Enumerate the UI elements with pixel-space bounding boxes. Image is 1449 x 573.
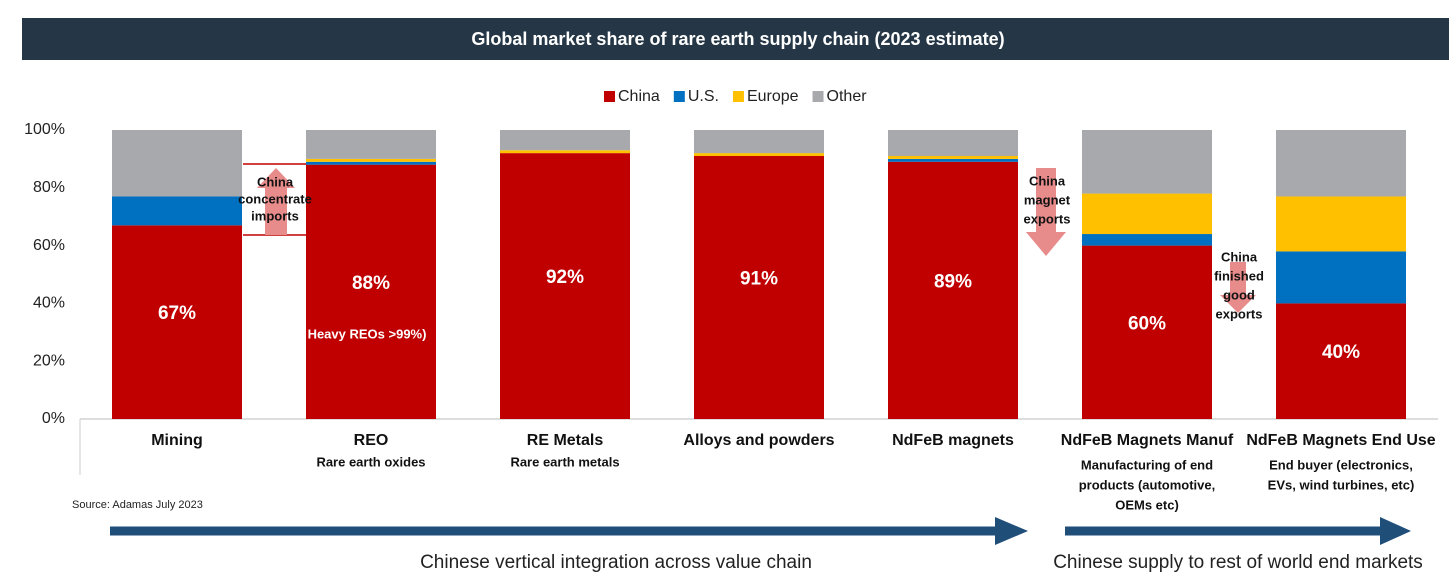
bar-segment [1276,130,1406,197]
bar-segment [1276,303,1406,419]
annotation: exports [1024,211,1071,226]
annotation: finished [1214,268,1264,283]
x-tick-label: NdFeB Magnets End Use [1246,432,1435,449]
annotation: good [1223,287,1255,302]
bar-segment [112,130,242,197]
x-tick-label: NdFeB magnets [892,432,1014,449]
bar-segment [1082,245,1212,419]
data-label: 92% [546,267,584,288]
y-tick-label: 80% [33,179,65,196]
y-tick-label: 60% [33,237,65,254]
category-sublabel: products (automotive, [1079,477,1216,492]
arrow-down [1220,262,1256,313]
annotation: China [257,174,294,189]
data-label: 40% [1322,342,1360,363]
data-label: 88% [352,273,390,294]
legend-label: Europe [747,88,799,105]
category-sublabel: Manufacturing of end [1081,457,1213,472]
category-sublabel: EVs, wind turbines, etc) [1268,477,1415,492]
footer-text: Chinese vertical integration across valu… [420,552,812,573]
x-tick-label: Mining [151,432,203,449]
source: Source: Adamas July 2023 [72,499,203,511]
annotation: Heavy REOs >99%) [308,326,427,341]
data-label: 91% [740,269,778,290]
bar-segment [1082,193,1212,235]
x-tick-label: RE Metals [527,432,604,449]
annotation: concentrate [238,191,312,206]
data-label: 60% [1128,313,1166,334]
flow-arrow-head [1380,517,1411,545]
title-bar [22,18,1449,60]
category-sublabel: End buyer (electronics, [1269,457,1413,472]
chart-title: Global market share of rare earth supply… [471,29,1004,49]
bar-segment [888,156,1018,159]
footer-text: Chinese supply to rest of world end mark… [1053,552,1423,573]
legend-swatch [604,91,615,102]
legend-swatch [812,91,824,102]
bar-segment [112,225,242,419]
bar-segment [500,150,630,154]
category-sublabel: OEMs etc) [1115,497,1179,512]
bar-segment [306,130,436,159]
bar-segment [500,130,630,151]
flow-arrow-head [995,517,1028,545]
x-tick-label: Alloys and powders [683,432,834,449]
bar-segment [1276,196,1406,252]
bar-segment [888,161,1018,420]
bar-segment [694,153,824,157]
legend-label: China [618,88,660,105]
bar-segment [1082,234,1212,246]
y-tick-label: 0% [42,410,65,427]
legend-label: Other [827,88,868,105]
bar-segment [500,153,630,419]
x-tick-label: NdFeB Magnets Manuf [1061,432,1234,449]
annotation: exports [1216,306,1263,321]
bar-segment [694,156,824,419]
y-tick-label: 40% [33,295,65,312]
annotation: China [1221,249,1258,264]
annotation: imports [251,208,299,223]
bar-segment [306,161,436,165]
legend-swatch [673,91,685,102]
bar-segment [888,130,1018,157]
legend-swatch [732,91,744,102]
category-sublabel: Rare earth metals [510,454,619,469]
legend-label: U.S. [688,88,719,105]
bar-segment [888,158,1018,162]
y-tick-label: 100% [24,121,65,138]
bar-segment [694,130,824,154]
arrow-down [1026,168,1066,256]
bar-segment [1276,251,1406,304]
bar-segment [1082,130,1212,194]
annotation: magnet [1024,192,1071,207]
bar-segment [306,164,436,419]
arrow-up [257,168,295,235]
y-tick-label: 20% [33,352,65,369]
category-sublabel: Rare earth oxides [316,454,425,469]
annotation: China [1029,173,1066,188]
data-label: 89% [934,271,972,292]
data-label: 67% [158,303,196,324]
x-tick-label: REO [354,432,389,449]
bar-segment [306,158,436,162]
bar-segment [112,196,242,226]
